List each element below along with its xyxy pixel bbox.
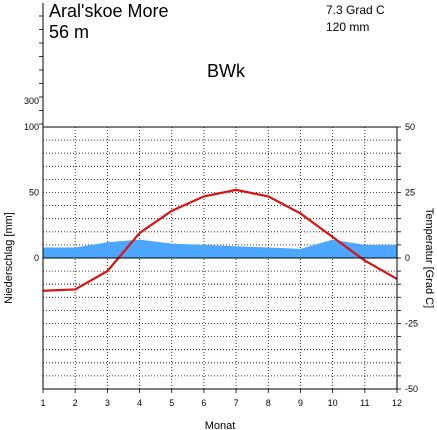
x-tick-label: 7 xyxy=(234,398,239,408)
x-tick-label: 6 xyxy=(201,398,206,408)
x-tick-label: 1 xyxy=(40,398,45,408)
precip-tick-label: 50 xyxy=(29,188,39,198)
mean-temperature: 7.3 Grad C xyxy=(326,3,385,17)
station-elevation: 56 m xyxy=(49,22,89,42)
y-axis-title-right: Temperatur [Grad C] xyxy=(423,208,435,308)
climate-class: BWk xyxy=(207,61,246,81)
precip-tick-label: 300 xyxy=(24,96,39,106)
temp-tick-label: 0 xyxy=(405,253,410,263)
x-tick-label: 5 xyxy=(169,398,174,408)
temp-tick-label: -50 xyxy=(405,384,418,394)
x-tick-label: 11 xyxy=(360,398,369,408)
x-tick-label: 10 xyxy=(328,398,338,408)
x-tick-label: 8 xyxy=(266,398,271,408)
temperature-line xyxy=(42,188,398,292)
x-tick-label: 12 xyxy=(392,398,402,408)
x-tick-label: 9 xyxy=(298,398,303,408)
annual-precipitation: 120 mm xyxy=(326,20,369,34)
grid-lines xyxy=(43,127,397,389)
precip-tick-label: 0 xyxy=(34,253,39,263)
plot-frame xyxy=(42,3,401,393)
x-tick-label: 4 xyxy=(137,398,142,408)
precipitation-area xyxy=(43,239,397,258)
upper-precip-ticks xyxy=(39,15,43,125)
x-tick-label: 2 xyxy=(73,398,78,408)
x-axis-title: Monat xyxy=(205,420,236,430)
temp-tick-label: -25 xyxy=(405,319,418,329)
station-name: Aral'skoe More xyxy=(49,1,168,21)
precip-tick-label: 100 xyxy=(24,122,39,132)
y-axis-title-left: Niederschlag [mm] xyxy=(3,212,15,304)
temp-tick-label: 25 xyxy=(405,188,415,198)
temp-tick-label: 50 xyxy=(405,122,415,132)
x-tick-label: 3 xyxy=(105,398,110,408)
